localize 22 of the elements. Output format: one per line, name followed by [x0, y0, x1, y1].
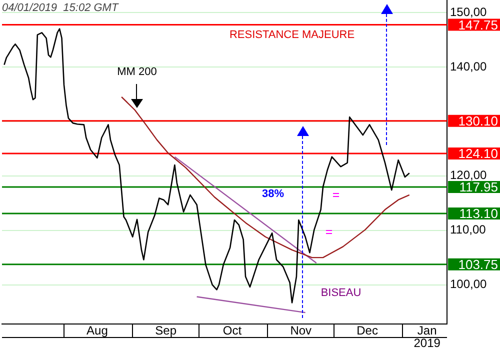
annotation: 38%	[262, 188, 284, 200]
annotation: RESISTANCE MAJEURE	[229, 29, 355, 42]
ref-line-label: 117.95	[459, 180, 498, 195]
ref-line-label: 124.10	[458, 146, 498, 162]
x-tick-label: Oct	[222, 324, 242, 338]
x-tick-label: Aug	[86, 324, 108, 338]
ref-line-label: 103.75	[458, 256, 498, 272]
x-tick-label: Dec	[356, 324, 378, 338]
x-tick-label: Sep	[155, 324, 177, 338]
y-tick-label: 110,00	[450, 222, 486, 237]
ref-line-label: 130.10	[458, 113, 498, 128]
annotation: MM 200	[117, 66, 157, 78]
annotation: 04/01/2019 15:02 GMT	[2, 2, 120, 14]
y-tick-label: 100,00	[450, 277, 488, 292]
ref-line-label: 113.10	[459, 206, 498, 222]
y-tick-label: 120,00	[450, 168, 488, 182]
x-tick-label: Jan 2019	[414, 324, 441, 350]
x-tick-label: Nov	[290, 324, 312, 338]
y-tick-label: 150,00	[450, 4, 488, 19]
ref-line-label: 147.75	[458, 17, 498, 32]
y-tick-label: 140,00	[450, 59, 488, 74]
annotation: BISEAU	[320, 287, 362, 300]
